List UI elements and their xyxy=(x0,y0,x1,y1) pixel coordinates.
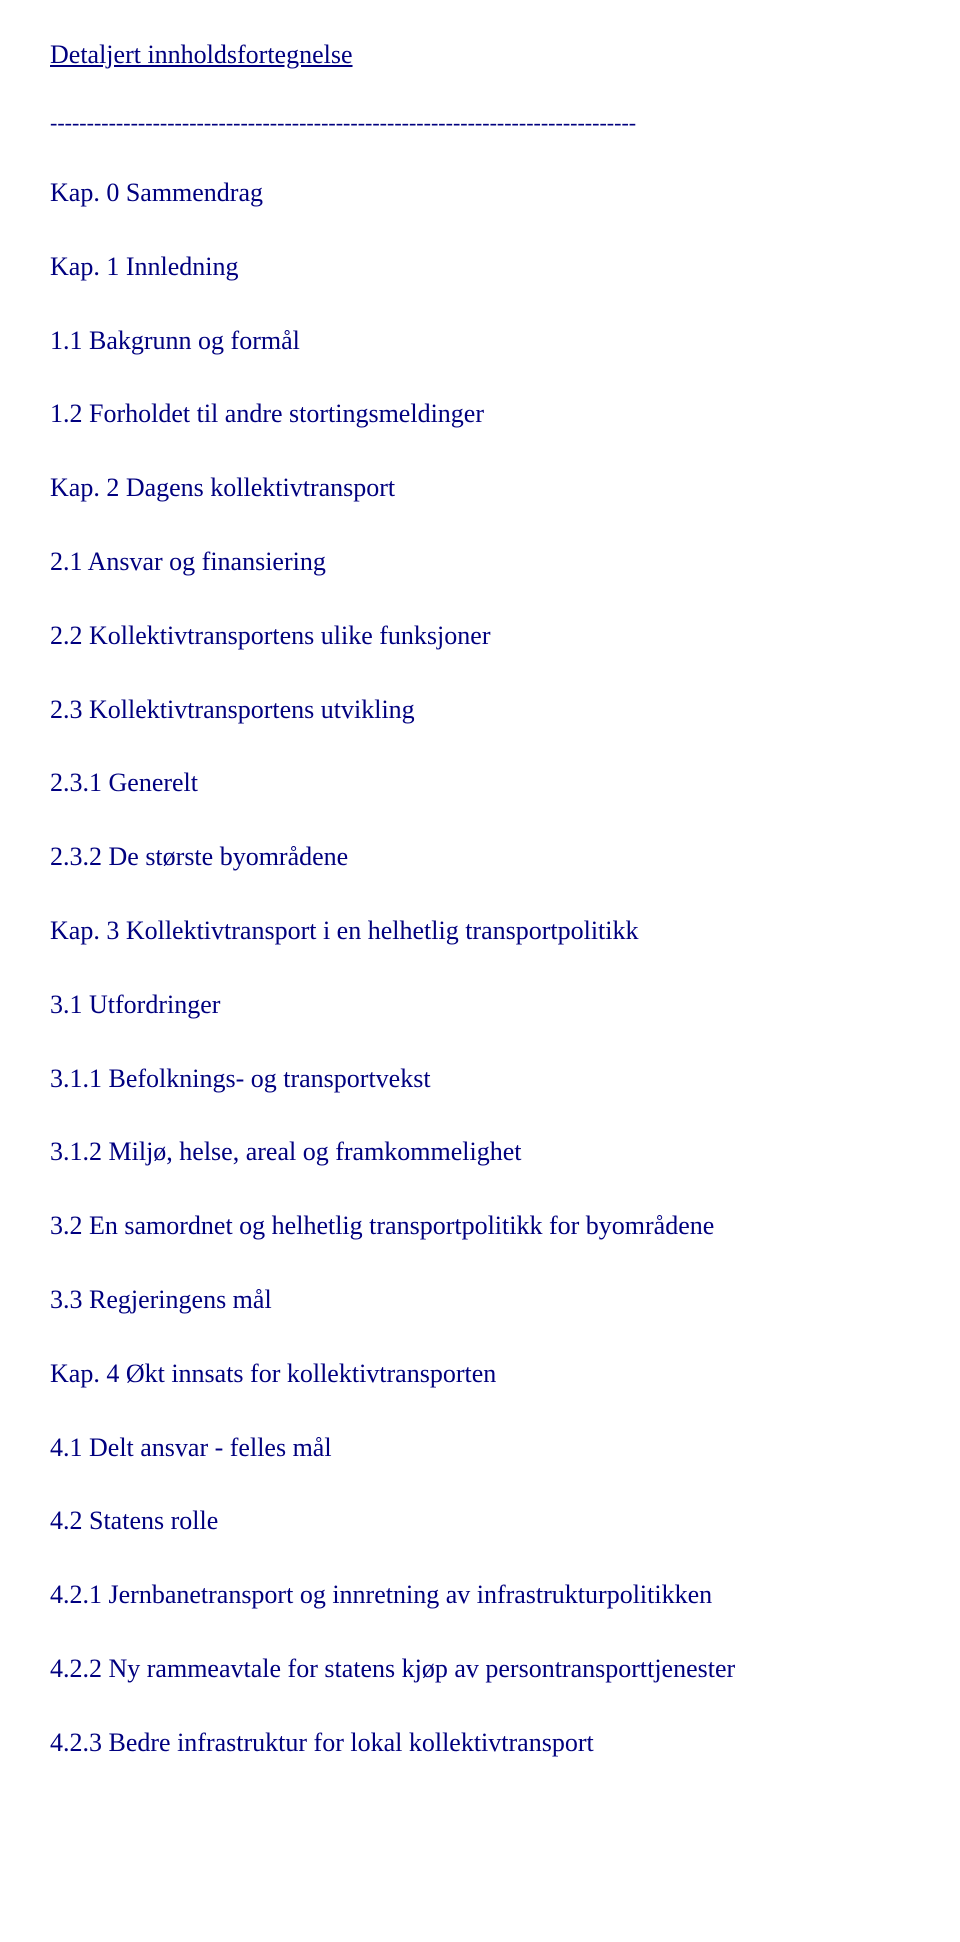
toc-list: Kap. 0 Sammendrag Kap. 1 Innledning 1.1 Ba… xyxy=(50,176,910,1760)
page-title: Detaljert innholdsfortegnelse xyxy=(50,40,910,70)
toc-entry: Kap. 4 Økt innsats for kollektivtranspor… xyxy=(50,1357,910,1391)
toc-entry: 2.3 Kollektivtransportens utvikling xyxy=(50,693,910,727)
toc-entry: Kap. 0 Sammendrag xyxy=(50,176,910,210)
toc-entry: 3.1.2 Miljø, helse, areal og framkommeli… xyxy=(50,1135,910,1169)
toc-entry: 3.1 Utfordringer xyxy=(50,988,910,1022)
toc-entry: 4.2.1 Jernbanetransport og innretning av… xyxy=(50,1578,910,1612)
toc-entry: 2.3.1 Generelt xyxy=(50,766,910,800)
toc-entry: 4.1 Delt ansvar - felles mål xyxy=(50,1431,910,1465)
toc-entry: Kap. 2 Dagens kollektivtransport xyxy=(50,471,910,505)
toc-entry: Kap. 1 Innledning xyxy=(50,250,910,284)
toc-entry: 1.1 Bakgrunn og formål xyxy=(50,324,910,358)
toc-entry: 2.1 Ansvar og finansiering xyxy=(50,545,910,579)
divider-line: ----------------------------------------… xyxy=(50,110,910,136)
toc-entry: Kap. 3 Kollektivtransport i en helhetlig… xyxy=(50,914,910,948)
toc-entry: 2.3.2 De største byområdene xyxy=(50,840,910,874)
toc-entry: 3.3 Regjeringens mål xyxy=(50,1283,910,1317)
toc-entry: 1.2 Forholdet til andre stortingsmelding… xyxy=(50,397,910,431)
toc-entry: 4.2 Statens rolle xyxy=(50,1504,910,1538)
toc-entry: 2.2 Kollektivtransportens ulike funksjon… xyxy=(50,619,910,653)
toc-entry: 3.2 En samordnet og helhetlig transportp… xyxy=(50,1209,910,1243)
toc-entry: 3.1.1 Befolknings- og transportvekst xyxy=(50,1062,910,1096)
toc-entry: 4.2.3 Bedre infrastruktur for lokal koll… xyxy=(50,1726,910,1760)
toc-entry: 4.2.2 Ny rammeavtale for statens kjøp av… xyxy=(50,1652,910,1686)
